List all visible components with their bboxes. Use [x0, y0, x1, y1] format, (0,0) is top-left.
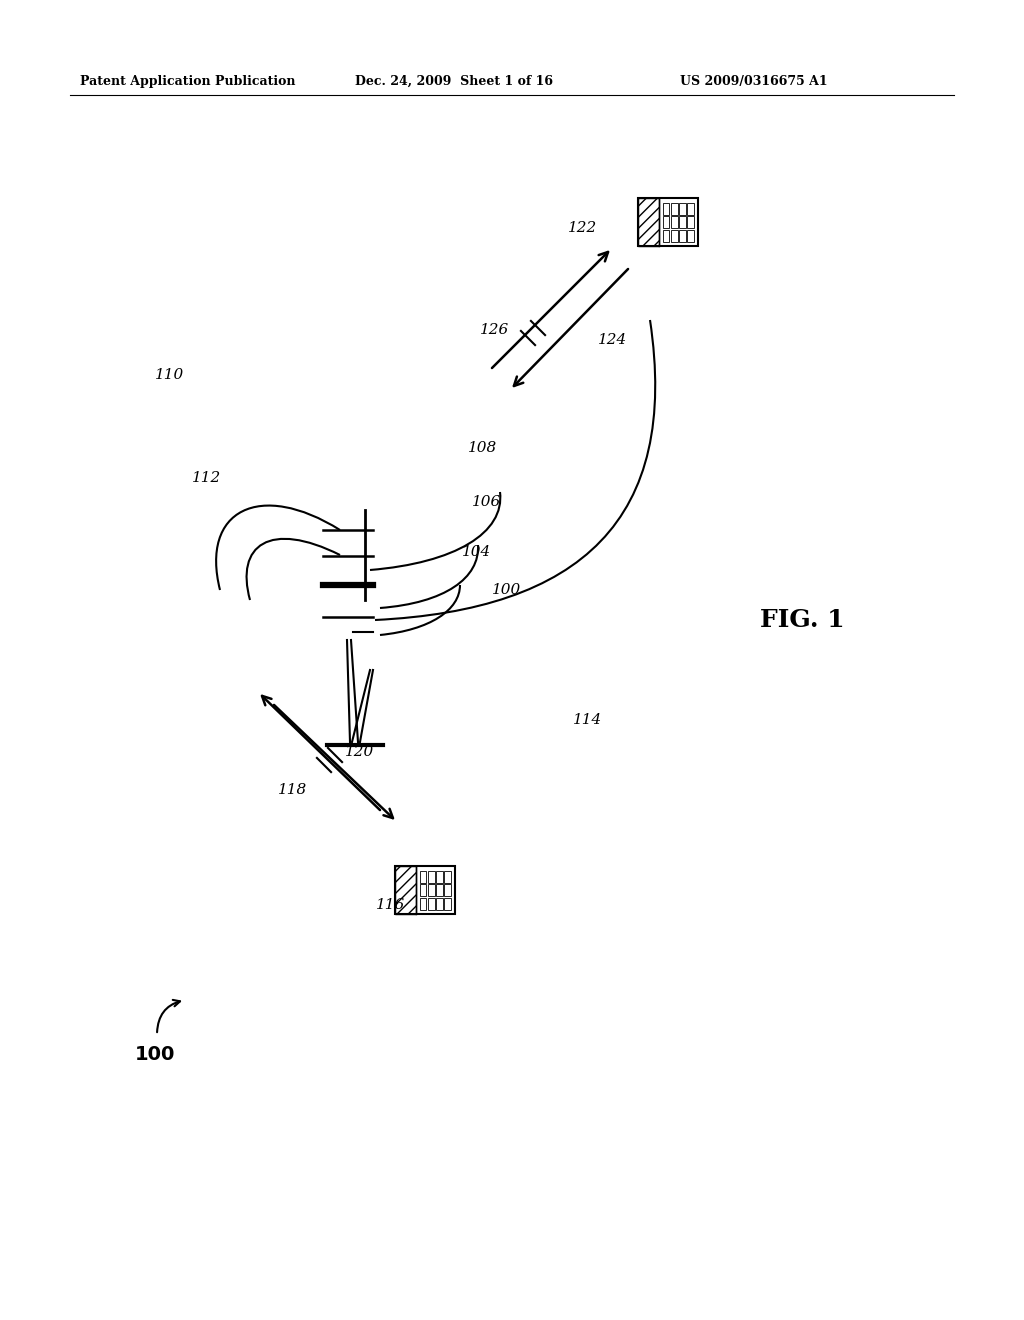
- Text: 112: 112: [193, 471, 221, 484]
- Bar: [663, 230, 670, 242]
- Text: Dec. 24, 2009  Sheet 1 of 16: Dec. 24, 2009 Sheet 1 of 16: [355, 75, 553, 88]
- Bar: [638, 198, 698, 246]
- Bar: [687, 230, 694, 242]
- Text: 104: 104: [462, 545, 492, 558]
- Text: 124: 124: [598, 333, 628, 347]
- Text: 120: 120: [345, 744, 374, 759]
- Text: 118: 118: [278, 783, 307, 797]
- Text: FIG. 1: FIG. 1: [760, 609, 845, 632]
- Bar: [436, 884, 442, 896]
- Bar: [420, 884, 426, 896]
- Text: 108: 108: [468, 441, 498, 455]
- Text: 100: 100: [135, 1045, 175, 1064]
- Text: 114: 114: [573, 713, 602, 727]
- Text: 106: 106: [472, 495, 502, 510]
- Bar: [420, 871, 426, 883]
- Bar: [679, 203, 686, 215]
- Text: 116: 116: [376, 898, 406, 912]
- Bar: [436, 871, 442, 883]
- Bar: [444, 898, 451, 909]
- Bar: [687, 216, 694, 228]
- Text: Patent Application Publication: Patent Application Publication: [80, 75, 296, 88]
- Bar: [428, 898, 434, 909]
- Bar: [679, 230, 686, 242]
- Bar: [436, 898, 442, 909]
- Bar: [444, 884, 451, 896]
- Bar: [395, 866, 416, 913]
- Bar: [671, 230, 678, 242]
- Bar: [663, 216, 670, 228]
- Text: 100: 100: [492, 583, 521, 597]
- Bar: [638, 198, 659, 246]
- Text: US 2009/0316675 A1: US 2009/0316675 A1: [680, 75, 827, 88]
- Bar: [687, 203, 694, 215]
- Text: 110: 110: [155, 368, 184, 381]
- Text: 122: 122: [568, 220, 597, 235]
- Bar: [395, 866, 455, 913]
- Bar: [663, 203, 670, 215]
- Bar: [444, 871, 451, 883]
- Bar: [671, 216, 678, 228]
- Bar: [428, 871, 434, 883]
- Bar: [679, 216, 686, 228]
- Bar: [420, 898, 426, 909]
- Bar: [428, 884, 434, 896]
- Bar: [671, 203, 678, 215]
- Text: 126: 126: [480, 323, 509, 337]
